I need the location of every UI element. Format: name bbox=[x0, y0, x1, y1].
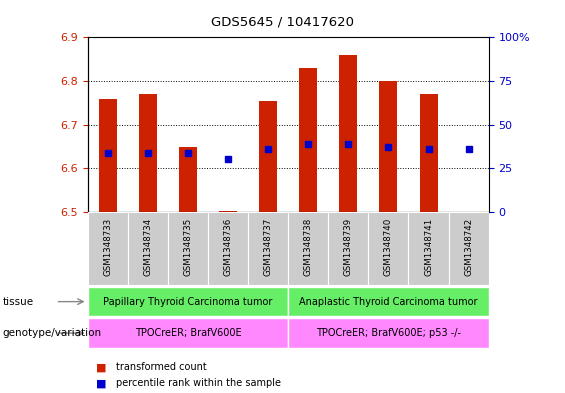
Bar bbox=[299, 68, 317, 212]
Bar bbox=[99, 99, 116, 212]
Bar bbox=[408, 212, 449, 285]
Bar bbox=[288, 212, 328, 285]
Bar bbox=[380, 81, 397, 212]
Bar bbox=[168, 212, 208, 285]
Text: ■: ■ bbox=[96, 378, 107, 388]
Text: tissue: tissue bbox=[3, 297, 34, 307]
Bar bbox=[288, 318, 489, 348]
Bar bbox=[368, 212, 408, 285]
Text: transformed count: transformed count bbox=[116, 362, 207, 373]
Text: Anaplastic Thyroid Carcinoma tumor: Anaplastic Thyroid Carcinoma tumor bbox=[299, 297, 477, 307]
Text: GSM1348733: GSM1348733 bbox=[103, 218, 112, 276]
Text: genotype/variation: genotype/variation bbox=[3, 328, 102, 338]
Bar bbox=[259, 101, 277, 212]
Bar bbox=[88, 287, 288, 316]
Text: GSM1348734: GSM1348734 bbox=[144, 218, 152, 276]
Bar bbox=[128, 212, 168, 285]
Bar bbox=[208, 212, 248, 285]
Bar bbox=[88, 318, 288, 348]
Bar bbox=[288, 287, 489, 316]
Bar bbox=[248, 212, 288, 285]
Text: GSM1348735: GSM1348735 bbox=[184, 218, 192, 276]
Bar bbox=[179, 147, 197, 212]
Text: GSM1348742: GSM1348742 bbox=[464, 218, 473, 276]
Bar bbox=[219, 211, 237, 212]
Bar bbox=[139, 94, 157, 212]
Text: ■: ■ bbox=[96, 362, 107, 373]
Text: GSM1348740: GSM1348740 bbox=[384, 218, 393, 276]
Text: TPOCreER; BrafV600E: TPOCreER; BrafV600E bbox=[134, 328, 241, 338]
Bar bbox=[328, 212, 368, 285]
Bar bbox=[88, 212, 128, 285]
Text: GSM1348737: GSM1348737 bbox=[264, 218, 272, 276]
Text: percentile rank within the sample: percentile rank within the sample bbox=[116, 378, 281, 388]
Text: GSM1348738: GSM1348738 bbox=[304, 218, 312, 276]
Text: GSM1348739: GSM1348739 bbox=[344, 218, 353, 276]
Text: GSM1348736: GSM1348736 bbox=[224, 218, 232, 276]
Text: TPOCreER; BrafV600E; p53 -/-: TPOCreER; BrafV600E; p53 -/- bbox=[316, 328, 461, 338]
Bar bbox=[449, 212, 489, 285]
Text: Papillary Thyroid Carcinoma tumor: Papillary Thyroid Carcinoma tumor bbox=[103, 297, 272, 307]
Text: GSM1348741: GSM1348741 bbox=[424, 218, 433, 276]
Bar bbox=[340, 55, 357, 212]
Text: GDS5645 / 10417620: GDS5645 / 10417620 bbox=[211, 16, 354, 29]
Bar bbox=[420, 94, 437, 212]
